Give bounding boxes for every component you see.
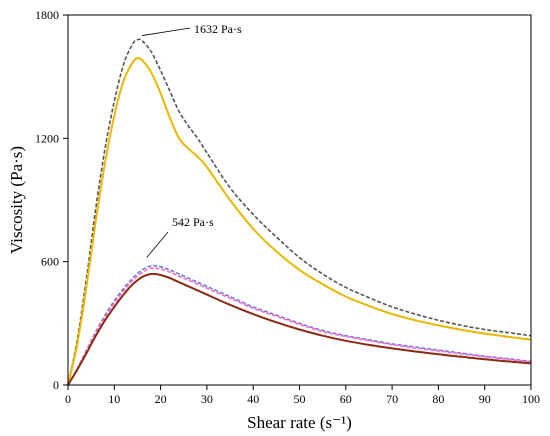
annotation-leader [146, 231, 169, 258]
annotation-leader [142, 27, 191, 36]
x-tick-label: 0 [65, 392, 71, 406]
series-lines [67, 38, 532, 386]
x-tick-label: 30 [201, 392, 213, 406]
axes: 0 10 20 30 40 50 60 70 80 90 100 0 600 1200 1800 [35, 8, 540, 406]
annotation-label: 542 Pa·s [172, 215, 214, 229]
y-tick-label: 1800 [35, 8, 59, 22]
y-axis-title: Viscosity (Pa·s) [7, 146, 26, 254]
x-tick-label: 70 [386, 392, 398, 406]
x-axis-title: Shear rate (s⁻¹) [247, 413, 352, 432]
x-tick-label: 90 [479, 392, 491, 406]
y-tick-label: 1200 [35, 131, 59, 145]
annotation-label: 1632 Pa·s [194, 22, 242, 36]
x-tick-label: 60 [340, 392, 352, 406]
x-tick-label: 40 [247, 392, 259, 406]
x-tick-label: 50 [294, 392, 306, 406]
x-tick-label: 20 [155, 392, 167, 406]
x-tick-label: 100 [522, 392, 540, 406]
y-tick-label: 600 [41, 255, 59, 269]
series-line-3 [67, 264, 532, 386]
y-tick-label: 0 [53, 378, 59, 392]
series-line-1 [67, 38, 532, 386]
series-line-5 [67, 272, 532, 386]
series-line-2 [67, 57, 532, 386]
x-tick-label: 10 [108, 392, 120, 406]
x-tick-label: 80 [432, 392, 444, 406]
series-line-4 [67, 267, 532, 386]
annotations: 1632 Pa·s 542 Pa·s [142, 22, 242, 258]
